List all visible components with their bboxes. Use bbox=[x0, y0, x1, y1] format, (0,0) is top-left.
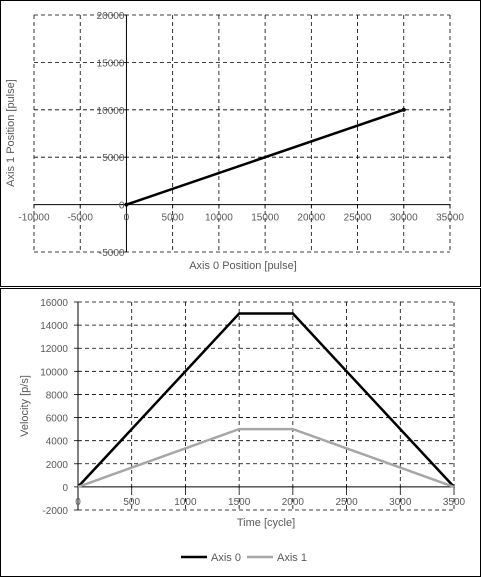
velocity-chart-x-tick-label: 0 bbox=[75, 497, 81, 508]
position-chart-x-tick-label: 15000 bbox=[251, 213, 279, 224]
velocity-chart-frame bbox=[0, 288, 481, 577]
position-chart-y-axis-title: Axis 1 Position [pulse] bbox=[5, 79, 17, 187]
velocity-chart-x-tick-label: 1000 bbox=[174, 497, 197, 508]
position-chart-point bbox=[401, 107, 406, 112]
position-chart-x-tick-label: -10000 bbox=[18, 213, 50, 224]
position-chart-x-tick-label: 25000 bbox=[344, 213, 372, 224]
velocity-chart-y-tick-label: 14000 bbox=[40, 321, 68, 332]
velocity-chart-y-tick-label: -2000 bbox=[42, 506, 68, 517]
velocity-chart-x-tick-label: 2500 bbox=[335, 497, 358, 508]
position-chart-x-ticks: -10000 -5000 0 5000 10000 15000 20000 25000 3000… bbox=[18, 213, 464, 224]
legend-label-axis-1: Axis 1 bbox=[277, 552, 307, 564]
velocity-chart-y-tick-label: 4000 bbox=[46, 437, 69, 448]
position-chart-x-tick-label: 30000 bbox=[390, 213, 418, 224]
position-chart-frame bbox=[0, 0, 481, 287]
velocity-chart-y-tick-label: 12000 bbox=[40, 344, 68, 355]
velocity-chart-series bbox=[77, 312, 455, 489]
legend-label-axis-0: Axis 0 bbox=[211, 552, 241, 564]
velocity-chart-y-ticks: -2000 0 2000 4000 6000 8000 10000 12000 14000 160… bbox=[40, 298, 68, 517]
velocity-chart-x-tick-label: 1500 bbox=[228, 497, 251, 508]
velocity-chart-series-axis-1 bbox=[77, 427, 455, 489]
position-chart-y-tick-label: 5000 bbox=[102, 153, 125, 164]
velocity-chart-x-ticks: 0 500 1000 1500 2000 2500 3000 3500 bbox=[75, 497, 465, 508]
position-chart-y-tick-label: 20000 bbox=[97, 11, 125, 22]
position-chart-x-tick-label: 10000 bbox=[205, 213, 233, 224]
velocity-chart-x-tick-label: 3500 bbox=[443, 497, 466, 508]
position-chart-y-ticks: -5000 0 5000 10000 15000 20000 bbox=[97, 11, 125, 259]
position-chart-y-tick-label: 0 bbox=[119, 201, 125, 212]
position-chart-x-tick-label: -5000 bbox=[67, 213, 93, 224]
velocity-chart-x-axis-title: Time [cycle] bbox=[237, 517, 295, 529]
position-chart-point bbox=[124, 202, 129, 207]
position-chart-y-tick-label: 10000 bbox=[97, 106, 125, 117]
position-chart-grid bbox=[33, 14, 451, 253]
position-chart-x-tick-label: 0 bbox=[124, 213, 130, 224]
position-chart-series bbox=[124, 107, 406, 207]
velocity-chart-y-tick-label: 2000 bbox=[46, 460, 69, 471]
position-chart-axes bbox=[33, 14, 451, 253]
velocity-chart-y-tick-label: 10000 bbox=[40, 367, 68, 378]
velocity-chart-y-tick-label: 8000 bbox=[46, 390, 69, 401]
velocity-chart-y-tick-label: 0 bbox=[62, 483, 68, 494]
position-chart-series-line bbox=[126, 108, 405, 206]
position-chart-x-axis-title: Axis 0 Position [pulse] bbox=[189, 260, 297, 272]
velocity-chart-x-tick-label: 3000 bbox=[389, 497, 412, 508]
velocity-chart-series-axis-0 bbox=[77, 312, 455, 488]
velocity-chart-y-tick-label: 16000 bbox=[40, 298, 68, 309]
velocity-chart-x-tick-label: 500 bbox=[123, 497, 140, 508]
velocity-chart-y-axis-title: Velocity [p/s] bbox=[19, 375, 31, 437]
position-chart-y-tick-label: -5000 bbox=[99, 248, 125, 259]
position-chart-x-tick-label: 35000 bbox=[436, 213, 464, 224]
velocity-chart-legend: Axis 0 Axis 1 bbox=[181, 552, 307, 564]
velocity-chart-x-tick-label: 2000 bbox=[282, 497, 305, 508]
velocity-chart-y-tick-label: 6000 bbox=[46, 414, 69, 425]
position-chart-x-tick-label: 20000 bbox=[297, 213, 325, 224]
position-chart-x-tick-label: 5000 bbox=[162, 213, 185, 224]
position-chart-y-tick-label: 15000 bbox=[97, 58, 125, 69]
velocity-chart-axes bbox=[74, 301, 455, 511]
